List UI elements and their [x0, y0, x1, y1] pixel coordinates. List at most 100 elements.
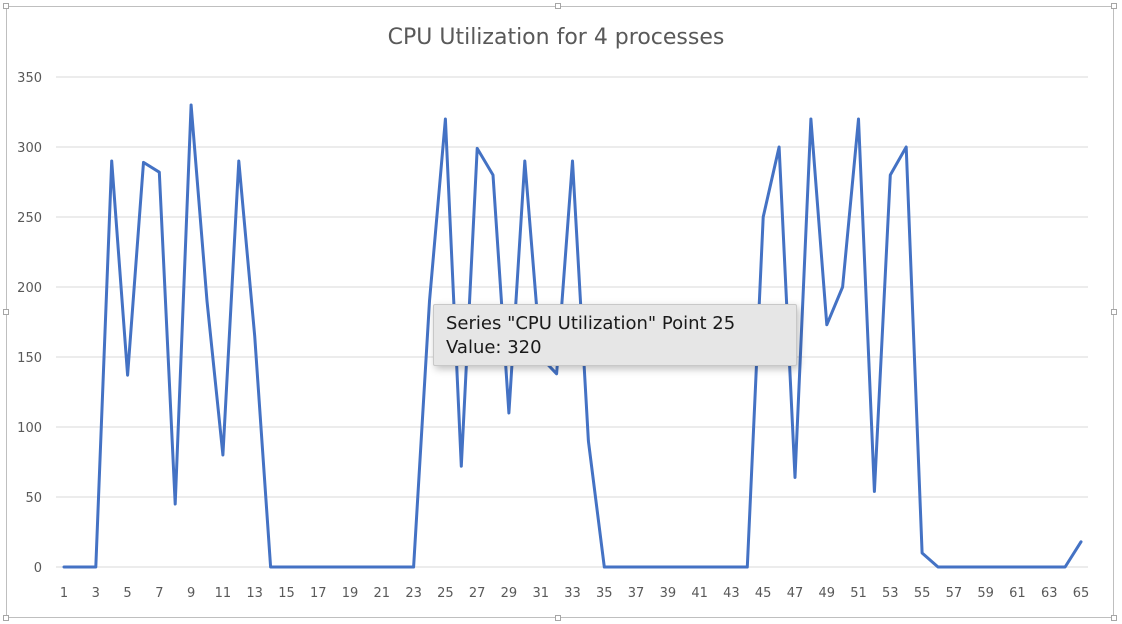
data-point-46[interactable]: [775, 143, 783, 151]
data-point-45[interactable]: [759, 213, 767, 221]
x-tick-label: 21: [374, 586, 391, 601]
x-tick-label: 59: [977, 586, 994, 601]
data-point-10[interactable]: [203, 297, 211, 305]
data-point-32[interactable]: [553, 370, 561, 378]
resize-handle-bottom-right[interactable]: [1111, 615, 1117, 621]
data-point-1[interactable]: [60, 563, 68, 571]
data-point-52[interactable]: [870, 487, 878, 495]
data-point-25[interactable]: [441, 115, 449, 123]
data-point-30[interactable]: [521, 157, 529, 165]
y-tick-label: 300: [17, 141, 42, 156]
data-point-24[interactable]: [425, 297, 433, 305]
data-point-20[interactable]: [362, 563, 370, 571]
data-point-40[interactable]: [680, 563, 688, 571]
x-tick-label: 45: [755, 586, 772, 601]
x-tick-label: 65: [1073, 586, 1090, 601]
x-tick-label: 55: [914, 586, 931, 601]
data-point-59[interactable]: [982, 563, 990, 571]
x-tick-label: 17: [310, 586, 327, 601]
data-point-61[interactable]: [1013, 563, 1021, 571]
data-point-13[interactable]: [251, 332, 259, 340]
data-point-23[interactable]: [410, 563, 418, 571]
resize-handle-bottom-left[interactable]: [3, 615, 9, 621]
data-point-55[interactable]: [918, 549, 926, 557]
data-point-18[interactable]: [330, 563, 338, 571]
x-tick-label: 15: [278, 586, 295, 601]
data-point-48[interactable]: [807, 115, 815, 123]
data-point-65[interactable]: [1077, 538, 1085, 546]
tooltip-series-point: Series "CPU Utilization" Point 25: [446, 313, 736, 334]
data-point-8[interactable]: [171, 500, 179, 508]
x-tick-label: 53: [882, 586, 899, 601]
data-point-3[interactable]: [92, 563, 100, 571]
data-point-49[interactable]: [823, 321, 831, 329]
resize-handle-middle-left[interactable]: [3, 309, 9, 315]
data-point-43[interactable]: [727, 563, 735, 571]
x-tick-label: 33: [564, 586, 581, 601]
data-point-2[interactable]: [76, 563, 84, 571]
x-tick-label: 41: [691, 586, 708, 601]
data-point-7[interactable]: [155, 168, 163, 176]
x-tick-label: 11: [215, 586, 232, 601]
data-point-63[interactable]: [1045, 563, 1053, 571]
data-point-22[interactable]: [394, 563, 402, 571]
data-point-62[interactable]: [1029, 563, 1037, 571]
data-point-33[interactable]: [569, 157, 577, 165]
x-tick-label: 31: [532, 586, 549, 601]
data-point-53[interactable]: [886, 171, 894, 179]
x-axis-ticks: 1 3 5 7 9 11 13 15 17 19 21 23 25 27 29 31 33 35 37 39 41 43 4…: [60, 586, 1089, 601]
x-tick-label: 9: [187, 586, 195, 601]
data-point-14[interactable]: [267, 563, 275, 571]
resize-handle-middle-right[interactable]: [1111, 309, 1117, 315]
data-point-56[interactable]: [934, 563, 942, 571]
data-point-26[interactable]: [457, 462, 465, 470]
data-point-27[interactable]: [473, 144, 481, 152]
data-point-41[interactable]: [696, 563, 704, 571]
x-tick-label: 19: [342, 586, 359, 601]
data-point-64[interactable]: [1061, 563, 1069, 571]
data-point-42[interactable]: [712, 563, 720, 571]
x-tick-label: 13: [246, 586, 263, 601]
x-tick-label: 51: [850, 586, 867, 601]
data-point-6[interactable]: [139, 158, 147, 166]
data-point-15[interactable]: [282, 563, 290, 571]
data-point-50[interactable]: [839, 283, 847, 291]
data-point-5[interactable]: [124, 371, 132, 379]
data-point-12[interactable]: [235, 157, 243, 165]
x-tick-label: 57: [946, 586, 963, 601]
data-point-60[interactable]: [998, 563, 1006, 571]
resize-handle-top-right[interactable]: [1111, 3, 1117, 9]
data-point-28[interactable]: [489, 171, 497, 179]
resize-handle-top-left[interactable]: [3, 3, 9, 9]
data-point-29[interactable]: [505, 409, 513, 417]
data-point-37[interactable]: [632, 563, 640, 571]
resize-handle-top-center[interactable]: [555, 3, 561, 9]
y-tick-label: 250: [17, 211, 42, 226]
data-point-36[interactable]: [616, 563, 624, 571]
x-tick-label: 1: [60, 586, 68, 601]
data-point-44[interactable]: [743, 563, 751, 571]
data-point-35[interactable]: [600, 563, 608, 571]
y-tick-label: 0: [34, 561, 42, 576]
y-tick-label: 200: [17, 281, 42, 296]
data-point-19[interactable]: [346, 563, 354, 571]
data-point-47[interactable]: [791, 473, 799, 481]
x-tick-label: 49: [818, 586, 835, 601]
data-point-16[interactable]: [298, 563, 306, 571]
data-point-34[interactable]: [584, 437, 592, 445]
resize-handle-bottom-center[interactable]: [555, 615, 561, 621]
data-point-17[interactable]: [314, 563, 322, 571]
data-point-9[interactable]: [187, 101, 195, 109]
data-point-58[interactable]: [966, 563, 974, 571]
data-point-4[interactable]: [108, 157, 116, 165]
data-point-51[interactable]: [855, 115, 863, 123]
data-point-11[interactable]: [219, 451, 227, 459]
data-point-57[interactable]: [950, 563, 958, 571]
data-point-38[interactable]: [648, 563, 656, 571]
data-point-54[interactable]: [902, 143, 910, 151]
y-tick-label: 350: [17, 71, 42, 86]
data-point-21[interactable]: [378, 563, 386, 571]
series-line-cpu-utilization[interactable]: [62, 103, 1083, 569]
data-point-39[interactable]: [664, 563, 672, 571]
